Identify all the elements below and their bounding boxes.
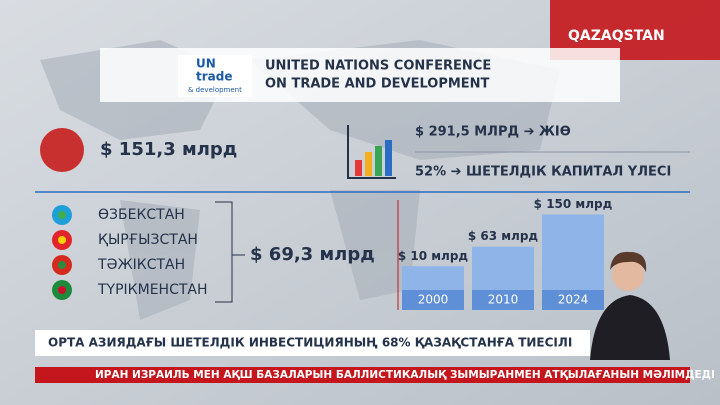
caption: ОРТА АЗИЯДАҒЫ ШЕТЕЛДІК ИНВЕСТИЦИЯНЫҢ 68%… [48, 336, 572, 350]
country: ҚЫРҒЫЗСТАН [98, 232, 198, 248]
gdp-text: $ 291,5 МЛРД ➔ ЖІӨ [415, 125, 571, 140]
bracket [215, 201, 233, 303]
header-title: UNITED NATIONS CONFERENCE [265, 59, 491, 74]
unctad-logo [178, 55, 252, 97]
year-band [542, 290, 604, 310]
share-text: 52% ➔ ШЕТЕЛДІК КАПИТАЛ ҮЛЕСІ [415, 165, 671, 180]
logo-text: & development [188, 86, 242, 94]
bar [542, 214, 604, 290]
value-label: $ 63 млрд [468, 229, 539, 243]
channel-logo: QAZAQSTAN [568, 28, 665, 44]
value-label: $ 10 млрд [398, 249, 469, 263]
year-label: 2010 [488, 293, 519, 307]
year-label: 2024 [558, 293, 589, 307]
value-label: $ 150 млрд [534, 197, 613, 211]
chart-icon [347, 125, 396, 179]
year-label: 2000 [418, 293, 449, 307]
signer [590, 251, 670, 360]
country: ТҮРІКМЕНСТАН [97, 282, 208, 298]
logo-text: UN [196, 57, 216, 71]
region-amount: $ 69,3 млрд [250, 244, 375, 265]
flag [58, 211, 66, 219]
flag [58, 261, 66, 269]
bar [402, 266, 464, 290]
year-band [472, 290, 534, 310]
bar [472, 246, 534, 290]
header-title: ON TRADE AND DEVELOPMENT [265, 77, 490, 92]
logo-text: trade [196, 70, 232, 84]
flag [58, 236, 66, 244]
year-band [402, 290, 464, 310]
flag [58, 286, 66, 294]
ticker-band [35, 367, 690, 383]
caption-band [35, 330, 590, 356]
globe-icon [40, 128, 84, 172]
country: ӨЗБЕКСТАН [98, 207, 185, 223]
ticker: ИРАН ИЗРАИЛЬ МЕН АҚШ БАЗАЛАРЫН БАЛЛИСТИК… [95, 369, 715, 381]
country: ТӘЖІКСТАН [97, 257, 185, 273]
world-amount: $ 151,3 млрд [100, 139, 237, 160]
